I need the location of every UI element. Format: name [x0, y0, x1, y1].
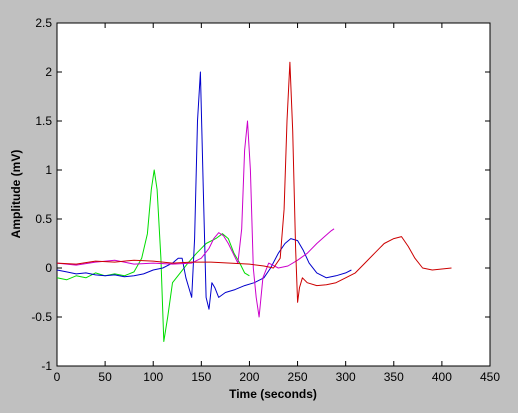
x-tick-label: 400: [432, 370, 452, 384]
y-tick-label: 2.5: [35, 16, 52, 30]
y-tick-label: 2: [45, 65, 52, 79]
x-tick-label: 350: [384, 370, 404, 384]
y-tick-label: 1: [45, 163, 52, 177]
x-tick-label: 150: [191, 370, 211, 384]
x-tick-label: 100: [143, 370, 163, 384]
x-tick-label: 50: [98, 370, 112, 384]
x-axis: 0 50 100 150 200 250 300 350 400 450: [54, 23, 500, 384]
y-tick-label: -0.5: [31, 310, 52, 324]
series-layer: [56, 61, 452, 342]
y-axis: -1 -0.5 0 0.5 1 1.5 2 2.5: [31, 16, 490, 373]
y-tick-label: 0: [45, 261, 52, 275]
plot-area: [56, 22, 491, 367]
series-line-4: [56, 61, 452, 303]
series-line-1: [56, 169, 250, 342]
x-tick-label: 450: [480, 370, 500, 384]
y-tick-label: 0.5: [35, 212, 52, 226]
series-line-3: [56, 120, 335, 318]
series-line-2: [56, 71, 352, 310]
x-axis-label: Time (seconds): [229, 387, 317, 401]
y-axis-label: Amplitude (mV): [9, 150, 23, 239]
x-tick-label: 200: [239, 370, 259, 384]
y-tick-label: -1: [41, 359, 52, 373]
x-tick-label: 300: [336, 370, 356, 384]
x-tick-label: 0: [54, 370, 61, 384]
y-tick-label: 1.5: [35, 114, 52, 128]
x-tick-label: 250: [288, 370, 308, 384]
